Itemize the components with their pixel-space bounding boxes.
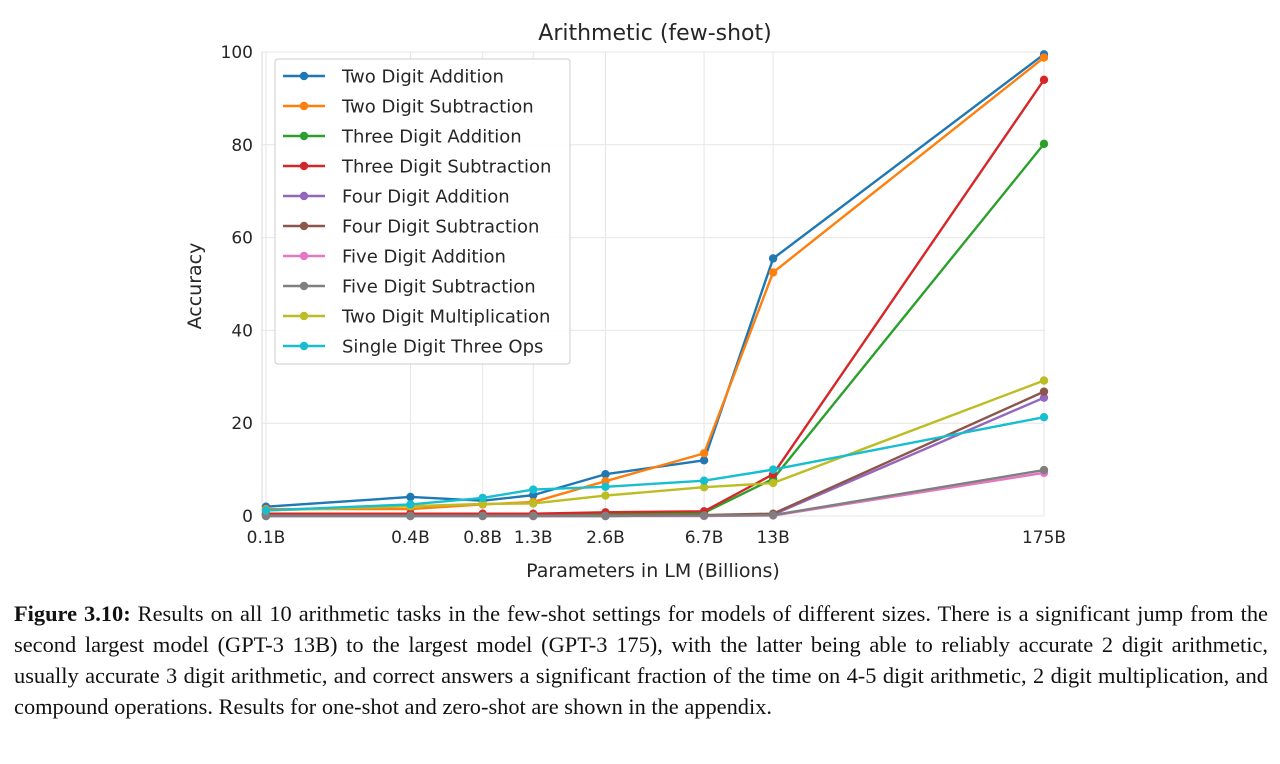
accuracy-line-chart: 0.1B 0.4B 0.8B 1.3B 2.6B 6.7B 13B 175B 0 20 40 60 8… bbox=[184, 21, 1066, 582]
data-point bbox=[1039, 393, 1049, 402]
series-line bbox=[265, 379, 1045, 512]
legend-swatch-marker bbox=[299, 251, 309, 261]
legend-label: Three Digit Subtraction bbox=[341, 157, 551, 178]
series-line bbox=[265, 53, 1045, 508]
data-point bbox=[406, 492, 415, 502]
data-point bbox=[768, 465, 778, 474]
x-tick-labels: 0.1B 0.4B 0.8B 1.3B 2.6B 6.7B 13B 175B bbox=[247, 528, 1066, 548]
y-tick-label: 0 bbox=[242, 507, 253, 527]
series-lines bbox=[261, 50, 1049, 521]
legend-swatch-marker bbox=[299, 101, 309, 111]
y-tick-label: 80 bbox=[231, 136, 253, 156]
data-point bbox=[529, 485, 538, 494]
data-point bbox=[699, 449, 709, 458]
legend-swatch-marker bbox=[299, 191, 309, 201]
data-point bbox=[768, 478, 778, 488]
x-tick-label: 175B bbox=[1022, 528, 1066, 548]
y-axis-label: Accuracy bbox=[184, 243, 206, 330]
legend-label: Two Digit Addition bbox=[341, 67, 504, 88]
data-point bbox=[1039, 75, 1049, 85]
legend-label: Two Digit Subtraction bbox=[341, 97, 534, 118]
data-point bbox=[1039, 465, 1049, 475]
data-point bbox=[699, 511, 709, 520]
x-tick-label: 0.4B bbox=[391, 528, 430, 548]
x-axis-label: Parameters in LM (Billions) bbox=[526, 560, 780, 582]
data-point bbox=[601, 491, 610, 500]
data-point bbox=[1039, 412, 1049, 422]
data-point bbox=[529, 499, 538, 508]
data-point bbox=[699, 483, 709, 492]
data-point bbox=[1039, 53, 1049, 62]
data-point bbox=[478, 499, 487, 509]
data-point bbox=[1039, 139, 1049, 149]
legend-swatch-marker bbox=[299, 221, 309, 231]
y-tick-label: 100 bbox=[221, 43, 253, 63]
legend-label: Three Digit Addition bbox=[341, 127, 522, 148]
data-point bbox=[768, 254, 778, 263]
data-point bbox=[601, 511, 610, 521]
y-tick-label: 20 bbox=[231, 414, 253, 434]
y-tick-label: 60 bbox=[231, 229, 253, 249]
x-tick-label: 2.6B bbox=[586, 528, 625, 548]
legend: Two Digit Addition Two Digit Subtraction T… bbox=[274, 58, 571, 365]
legend-swatch-marker bbox=[299, 131, 309, 141]
data-point bbox=[478, 493, 487, 503]
series-line bbox=[266, 56, 1045, 511]
data-point bbox=[601, 482, 610, 491]
chart-title: Arithmetic (few-shot) bbox=[538, 21, 771, 46]
data-point bbox=[478, 511, 487, 521]
x-tick-label: 0.1B bbox=[247, 528, 286, 548]
y-tick-label: 40 bbox=[231, 321, 253, 341]
data-point bbox=[699, 456, 709, 465]
data-point bbox=[699, 476, 709, 485]
series-line bbox=[266, 468, 1045, 518]
figure-caption: Figure 3.10: Results on all 10 arithmeti… bbox=[14, 598, 1268, 722]
legend-label: Four Digit Addition bbox=[342, 187, 510, 208]
legend-label: Two Digit Multiplication bbox=[341, 307, 550, 328]
series-line bbox=[265, 415, 1045, 512]
legend-label: Five Digit Addition bbox=[342, 247, 506, 268]
y-tick-labels: 0 20 40 60 80 100 bbox=[221, 43, 253, 527]
x-tick-label: 13B bbox=[756, 528, 789, 548]
data-point bbox=[529, 511, 538, 521]
legend-swatch-marker bbox=[299, 71, 309, 81]
data-point bbox=[768, 268, 778, 277]
x-tick-label: 1.3B bbox=[514, 528, 553, 548]
legend-label: Five Digit Subtraction bbox=[342, 277, 536, 298]
legend-swatch-marker bbox=[299, 341, 309, 351]
data-point bbox=[261, 506, 271, 515]
caption-label: Figure 3.10: bbox=[14, 601, 131, 626]
x-tick-label: 0.8B bbox=[463, 528, 502, 548]
data-point bbox=[406, 511, 415, 521]
data-point bbox=[406, 500, 415, 509]
data-point bbox=[1039, 376, 1049, 385]
legend-swatch-marker bbox=[299, 281, 309, 291]
data-point bbox=[601, 470, 610, 479]
caption-text: Results on all 10 arithmetic tasks in th… bbox=[14, 601, 1268, 719]
legend-box bbox=[274, 58, 571, 365]
legend-swatch-marker bbox=[299, 161, 309, 171]
data-point bbox=[768, 510, 778, 520]
x-tick-label: 6.7B bbox=[685, 528, 724, 548]
data-point bbox=[1039, 387, 1049, 396]
legend-swatch-marker bbox=[299, 311, 309, 321]
legend-label: Single Digit Three Ops bbox=[342, 337, 543, 358]
legend-label: Four Digit Subtraction bbox=[342, 217, 539, 238]
series-line bbox=[266, 79, 1045, 515]
